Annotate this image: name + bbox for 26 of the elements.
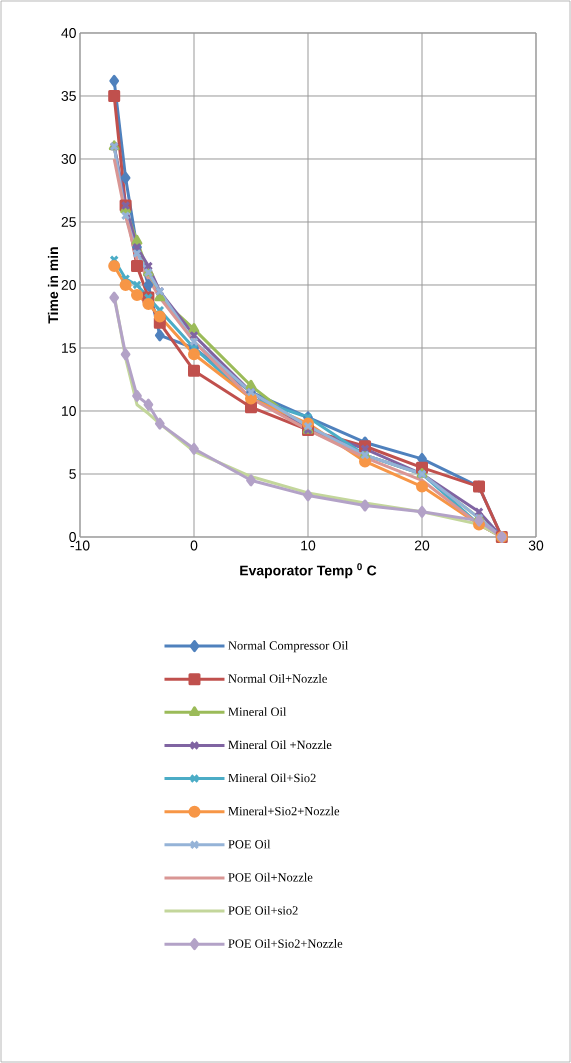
y-tick-label: 20 — [61, 280, 76, 290]
legend-label: Mineral+Sio2+Nozzle — [228, 806, 340, 816]
legend-label: POE Oil+sio2 — [228, 905, 298, 915]
legend-label: Mineral Oil+Sio2 — [228, 773, 316, 783]
x-tick-label: 10 — [301, 540, 316, 551]
y-tick-label: 30 — [61, 154, 76, 164]
x-tick-label: 30 — [528, 540, 544, 551]
y-tick-label: 0 — [69, 532, 76, 542]
legend-label: Normal Compressor Oil — [228, 640, 349, 653]
y-tick-label: 35 — [61, 91, 76, 101]
y-tick-label: 40 — [61, 28, 76, 38]
legend-label: POE Oil — [228, 839, 271, 849]
x-tick-label: -10 — [70, 540, 90, 551]
y-tick-label: 10 — [62, 406, 76, 416]
y-tick-label: 25 — [61, 217, 76, 227]
legend-label: Mineral Oil +Nozzle — [228, 740, 332, 750]
legend-label: Normal Oil+Nozzle — [228, 674, 327, 683]
legend-label: POE Oil+Nozzle — [228, 872, 313, 882]
legend-label: POE Oil+Sio2+Nozzle — [228, 939, 343, 948]
y-axis-title: Time in min — [47, 247, 59, 324]
x-axis-title: Evaporator Temp $^{0}$ C — [240, 563, 377, 579]
y-tick-label: 15 — [62, 343, 76, 353]
x-tick-label: 0 — [190, 540, 198, 551]
legend-label: Mineral Oil — [228, 707, 287, 716]
y-tick-label: 5 — [69, 469, 76, 479]
x-tick-label: 20 — [414, 540, 430, 551]
